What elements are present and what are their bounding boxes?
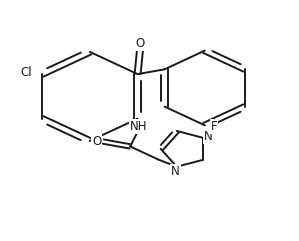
Text: NH: NH bbox=[130, 120, 148, 133]
Text: N: N bbox=[204, 130, 213, 143]
Text: N: N bbox=[171, 165, 180, 178]
Text: O: O bbox=[135, 38, 145, 50]
Text: Cl: Cl bbox=[20, 66, 32, 79]
Text: F: F bbox=[210, 120, 217, 133]
Text: O: O bbox=[92, 135, 101, 148]
